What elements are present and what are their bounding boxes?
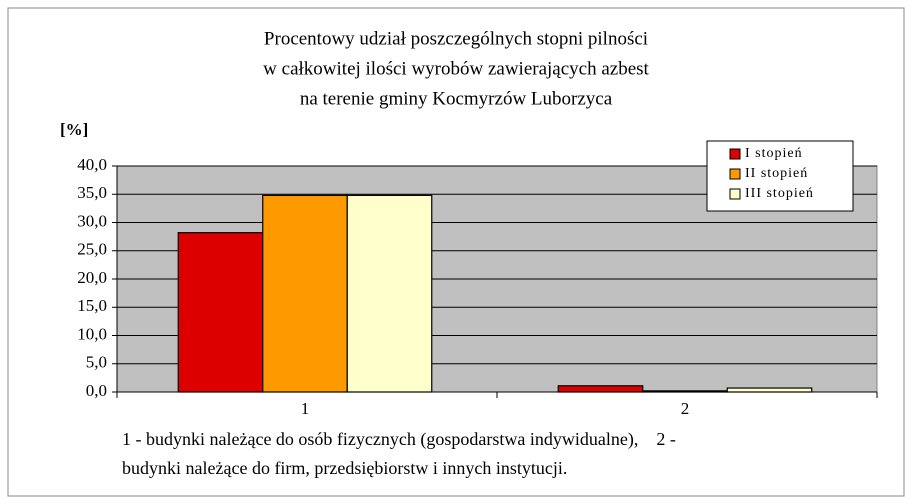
y-tick-label: 35,0 — [77, 183, 107, 202]
legend-swatch — [729, 148, 741, 160]
y-tick-label: 20,0 — [77, 268, 107, 287]
bar — [177, 232, 264, 393]
bar — [346, 194, 433, 393]
bar — [557, 385, 644, 393]
y-tick-label: 25,0 — [77, 240, 107, 259]
legend-label: II stopień — [745, 166, 808, 181]
bar — [726, 387, 813, 393]
y-tick-label: 10,0 — [77, 324, 107, 343]
legend-swatch — [729, 168, 741, 180]
chart-title: Procentowy udział poszczególnych stopni … — [264, 28, 648, 49]
legend-label: I stopień — [745, 146, 803, 161]
legend-label: III stopień — [745, 186, 814, 201]
bar — [262, 194, 348, 393]
legend-swatch — [729, 188, 741, 200]
x-tick-label: 1 — [301, 399, 310, 418]
y-tick-label: 15,0 — [77, 296, 107, 315]
footnote: 1 - budynki należące do osób fizycznych … — [122, 429, 676, 450]
y-tick-label: 40,0 — [77, 155, 107, 174]
footnote: budynki należące do firm, przedsiębiorst… — [122, 458, 567, 478]
bar — [642, 390, 728, 393]
y-tick-label: 5,0 — [86, 353, 107, 372]
y-tick-label: 30,0 — [77, 211, 107, 230]
y-tick-label: 0,0 — [86, 381, 107, 400]
y-axis-label: [%] — [60, 120, 88, 139]
chart-title: w całkowitej ilości wyrobów zawierającyc… — [263, 58, 649, 79]
x-tick-label: 2 — [681, 399, 690, 418]
chart-title: na terenie gminy Kocmyrzów Luborzyca — [300, 88, 613, 109]
